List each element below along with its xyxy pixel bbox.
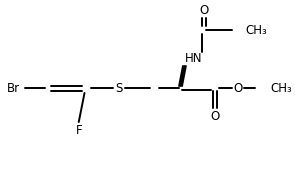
Text: CH₃: CH₃ [246, 23, 268, 36]
Text: HN: HN [185, 51, 203, 64]
Text: S: S [115, 82, 123, 95]
Text: O: O [211, 109, 220, 122]
Text: Br: Br [7, 82, 20, 95]
Text: O: O [199, 4, 208, 17]
Text: F: F [76, 124, 82, 137]
Text: O: O [234, 82, 243, 95]
Text: CH₃: CH₃ [271, 82, 293, 95]
